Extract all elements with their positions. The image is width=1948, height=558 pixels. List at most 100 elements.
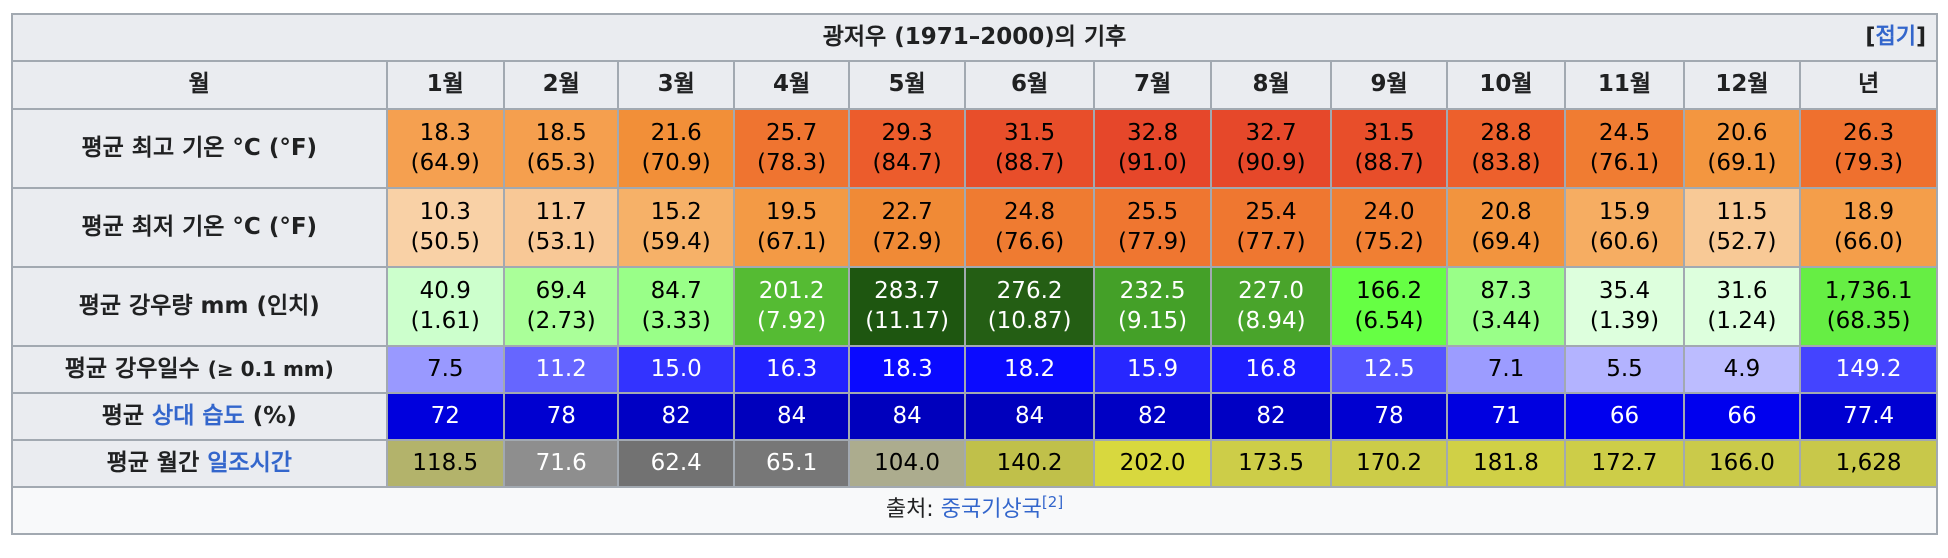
source-row: 출처: 중국기상국[2] [11,486,1938,535]
month-header: 6월 [963,60,1096,110]
cell-value: 26.3 [1842,119,1895,146]
month-cell: 24.0 (75.2) [1330,187,1448,268]
cell-value-converted: (70.9) [641,149,711,176]
cell-value: 25.5 [1126,198,1179,225]
month-cell: 72 [385,392,505,441]
cell-value: 15.2 [650,198,702,225]
cell-value: 140.2 [996,449,1063,476]
month-cell: 7.5 [385,345,505,394]
cell-value: 16.8 [1245,355,1297,382]
month-cell: 84 [963,392,1096,441]
cell-value: 66 [1609,402,1640,429]
cell-value: 28.8 [1480,119,1532,146]
table-title-cell: 광저우 (1971–2000)의 기후 [접기] [11,13,1938,62]
cell-value: 166.2 [1356,277,1422,304]
row-label-prefix: 평균 [101,402,153,429]
source-link[interactable]: 중국기상국 [940,497,1042,523]
cell-value-converted: (8.94) [1236,307,1306,334]
cell-value: 72 [430,402,460,429]
cell-value: 227.0 [1238,277,1304,304]
cell-value-converted: (83.8) [1471,149,1541,176]
toggle-bracket-close: ] [1915,24,1926,50]
cell-value: 22.7 [881,198,933,225]
cell-value: 35.4 [1598,277,1651,304]
cell-value: 66 [1727,402,1757,429]
month-cell: 66 [1564,392,1685,441]
month-cell: 140.2 [963,439,1096,488]
cell-value: 104.0 [874,449,941,476]
row-avg-rainfall: 평균 강우량 mm (인치) 40.9 (1.61) 69.4 (2.73) 84.7 (… [11,266,1938,347]
cell-value-converted: (75.2) [1354,228,1424,255]
month-cell: 84.7 (3.33) [617,266,735,347]
cell-value: 18.3 [881,355,933,382]
row-avg-low: 평균 최저 기온 °C (°F) 10.3 (50.5) 11.7 (53.1) 15.… [11,187,1938,268]
humidity-link[interactable]: 상대 습도 [152,402,245,429]
cell-value: 201.2 [758,277,825,304]
cell-value-converted: (53.1) [526,228,596,255]
row-label-note: (≥ 0.1 mm) [207,356,334,381]
cell-value: 32.7 [1245,119,1297,146]
year-header: 년 [1799,60,1938,110]
month-cell: 20.6 (69.1) [1682,108,1802,189]
cell-value: 15.9 [1598,198,1651,225]
collapse-toggle[interactable]: [접기] [1865,23,1926,52]
cell-value-converted: (78.3) [757,149,827,176]
row-avg-high: 평균 최고 기온 °C (°F) 18.3 (64.9) 18.5 (65.3) 21.… [11,108,1938,189]
source-cell: 출처: 중국기상국[2] [11,486,1938,535]
cell-value: 78 [1374,402,1404,429]
cell-value-converted: (2.73) [526,307,596,334]
month-cell: 16.3 [732,345,851,394]
row-label-prefix: 평균 월간 [106,449,208,476]
month-cell: 84 [848,392,966,441]
cell-value: 18.2 [1003,355,1056,382]
cell-value: 24.0 [1363,198,1415,225]
month-cell: 32.8 (91.0) [1093,108,1212,189]
cell-value-converted: (91.0) [1118,149,1188,176]
year-cell: 26.3 (79.3) [1799,108,1938,189]
month-cell: 21.6 (70.9) [617,108,735,189]
month-cell: 18.2 [963,345,1096,394]
cell-value: 7.1 [1487,355,1525,382]
month-cell: 32.7 (90.9) [1209,108,1333,189]
cell-value-converted: (1.24) [1707,307,1777,334]
sunshine-link[interactable]: 일조시간 [207,449,292,476]
cell-value: 11.2 [535,355,587,382]
cell-value: 20.6 [1716,119,1768,146]
cell-value: 25.7 [766,119,818,146]
month-cell: 24.5 (76.1) [1564,108,1685,189]
month-cell: 31.6 (1.24) [1682,266,1802,347]
month-cell: 78 [502,392,620,441]
cell-value: 283.7 [874,277,941,304]
cell-value-converted: (88.7) [1354,149,1424,176]
cell-value-converted: (50.5) [410,228,480,255]
month-cell: 87.3 (3.44) [1445,266,1567,347]
cell-value: 10.3 [419,198,471,225]
month-cell: 20.8 (69.4) [1445,187,1567,268]
cell-value: 172.7 [1591,449,1658,476]
month-cell: 84 [732,392,851,441]
month-cell: 15.0 [617,345,735,394]
month-cell: 35.4 (1.39) [1564,266,1685,347]
month-cell: 71.6 [502,439,620,488]
year-cell: 1,736.1 (68.35) [1799,266,1938,347]
reference-link[interactable]: [2] [1041,493,1064,512]
cell-value: 24.5 [1598,119,1651,146]
month-cell: 31.5 (88.7) [1330,108,1448,189]
cell-value: 71 [1491,402,1521,429]
month-cell: 66 [1682,392,1802,441]
cell-value: 31.5 [1363,119,1415,146]
cell-value: 5.5 [1606,355,1643,382]
cell-value: 19.5 [766,198,818,225]
cell-value: 16.3 [766,355,818,382]
month-cell: 232.5 (9.15) [1093,266,1212,347]
month-cell: 65.1 [732,439,851,488]
collapse-link[interactable]: 접기 [1875,24,1916,50]
cell-value: 11.7 [535,198,587,225]
month-cell: 19.5 (67.1) [732,187,851,268]
cell-value: 11.5 [1716,198,1768,225]
cell-value-converted: (84.7) [872,149,942,176]
month-cell: 82 [1093,392,1212,441]
cell-value-converted: (60.6) [1589,228,1660,255]
month-header: 5월 [848,60,966,110]
month-cell: 25.5 (77.9) [1093,187,1212,268]
